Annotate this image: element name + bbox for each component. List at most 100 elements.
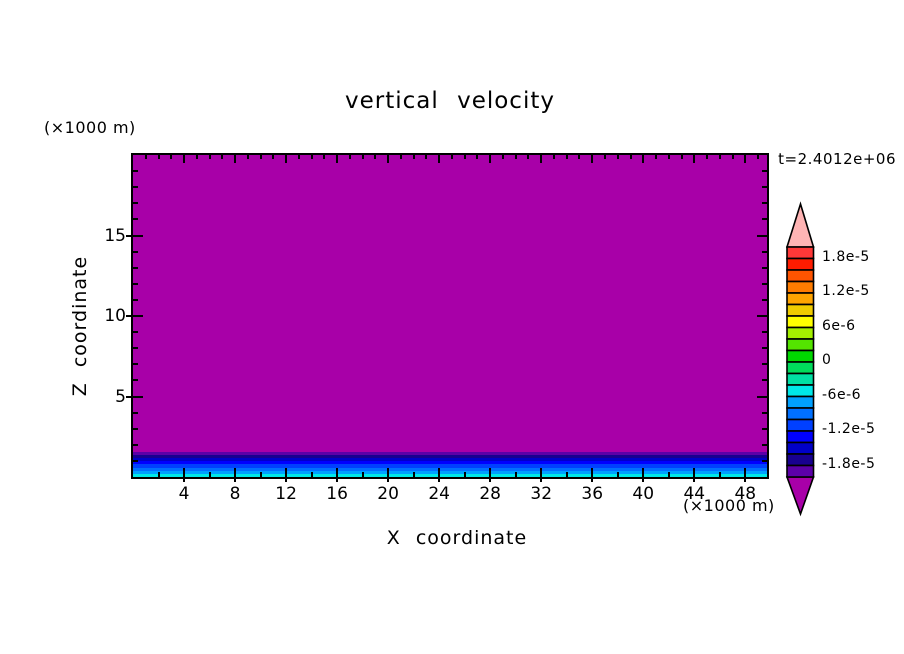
z-minor-tick xyxy=(133,363,138,366)
colorbar-tick-label: 0 xyxy=(822,352,832,368)
x-minor-tick xyxy=(616,472,619,477)
colorbar-tick-label: 1.2e-5 xyxy=(822,283,870,299)
z-minor-tick-right xyxy=(762,170,767,173)
x-minor-tick xyxy=(514,472,517,477)
x-tick-label: 48 xyxy=(734,484,757,504)
x-top-minor-tick xyxy=(655,155,658,159)
colorbar-segment xyxy=(786,280,815,294)
z-major-tick xyxy=(126,234,143,237)
colorbar-segment xyxy=(786,418,815,432)
colorbar-segment xyxy=(786,303,815,317)
x-top-minor-tick xyxy=(667,155,670,159)
colorbar-segment xyxy=(786,338,815,352)
x-top-minor-tick xyxy=(463,155,466,159)
z-minor-tick-right xyxy=(762,282,767,285)
x-tick-label: 4 xyxy=(178,484,190,504)
z-minor-tick-right xyxy=(762,411,767,414)
z-tick-label: 10 xyxy=(104,306,126,326)
x-top-minor-tick xyxy=(399,155,402,159)
x-top-minor-tick xyxy=(361,155,364,159)
x-major-tick xyxy=(540,468,543,482)
z-minor-tick xyxy=(133,170,138,173)
field-band xyxy=(133,458,767,462)
z-minor-tick xyxy=(133,443,138,446)
x-top-minor-tick xyxy=(616,155,619,159)
x-minor-tick xyxy=(667,472,670,477)
x-tick-label: 32 xyxy=(530,484,553,504)
x-top-minor-tick xyxy=(272,155,275,159)
x-minor-tick xyxy=(412,472,415,477)
x-top-minor-tick xyxy=(629,155,632,159)
x-top-minor-tick xyxy=(501,155,504,159)
colorbar-segment xyxy=(786,430,815,444)
x-major-tick xyxy=(693,468,696,482)
z-major-tick-right xyxy=(757,315,767,317)
colorbar-segment xyxy=(786,257,815,271)
x-major-tick xyxy=(744,468,747,482)
x-top-minor-tick xyxy=(208,155,211,159)
z-minor-tick-right xyxy=(762,250,767,253)
x-tick-label: 36 xyxy=(581,484,604,504)
x-minor-tick xyxy=(208,472,211,477)
z-minor-tick xyxy=(133,186,138,189)
x-top-minor-tick xyxy=(527,155,530,159)
z-minor-tick-right xyxy=(762,363,767,366)
x-axis-title: X coordinate xyxy=(386,527,528,549)
x-top-minor-tick xyxy=(552,155,555,159)
colorbar-segment xyxy=(786,372,815,386)
x-major-tick xyxy=(591,468,594,482)
x-top-minor-tick xyxy=(731,155,734,159)
x-top-minor-tick xyxy=(425,155,428,159)
colorbar-tick-label: 6e-6 xyxy=(822,317,856,334)
z-minor-tick-right xyxy=(762,266,767,269)
z-minor-tick xyxy=(133,218,138,221)
colorbar-segment xyxy=(786,384,815,398)
z-minor-tick xyxy=(133,266,138,269)
field-band xyxy=(133,461,767,465)
z-tick-label: 15 xyxy=(104,225,126,246)
x-tick-label: 28 xyxy=(479,484,501,504)
z-axis-unit-label: (×1000 m) xyxy=(44,118,136,137)
x-top-minor-tick xyxy=(603,155,606,159)
z-minor-tick-right xyxy=(762,202,767,205)
field-band xyxy=(133,470,767,475)
colorbar-segment xyxy=(786,453,815,467)
field-band xyxy=(133,467,767,472)
colorbar-high-arrow xyxy=(785,201,815,248)
field-band xyxy=(133,464,767,469)
colorbar-segment xyxy=(786,464,815,478)
z-minor-tick xyxy=(133,202,138,205)
plot-title: vertical velocity xyxy=(345,88,555,114)
x-top-minor-tick xyxy=(348,155,351,159)
colorbar-low-arrow xyxy=(785,476,815,517)
field-band xyxy=(133,455,767,459)
x-minor-tick xyxy=(463,472,466,477)
x-top-major-tick xyxy=(438,155,441,163)
x-top-major-tick xyxy=(489,155,492,163)
z-axis-title: Z coordinate xyxy=(69,255,91,397)
x-top-minor-tick xyxy=(170,155,173,159)
z-major-tick xyxy=(126,315,143,317)
x-major-tick xyxy=(183,468,186,482)
colorbar-segment xyxy=(786,407,815,421)
z-major-tick xyxy=(126,395,143,398)
x-top-major-tick xyxy=(693,155,696,163)
x-top-minor-tick xyxy=(297,155,300,159)
z-minor-tick-right xyxy=(762,331,767,334)
colorbar-segment xyxy=(786,326,815,340)
x-top-major-tick xyxy=(642,155,645,163)
x-top-minor-tick xyxy=(246,155,249,159)
colorbar-segment xyxy=(786,246,815,260)
x-major-tick xyxy=(336,468,339,482)
colorbar-segment xyxy=(786,292,815,306)
x-top-minor-tick xyxy=(450,155,453,159)
x-top-minor-tick xyxy=(144,155,147,159)
x-top-major-tick xyxy=(336,155,339,163)
x-top-minor-tick xyxy=(680,155,683,159)
colorbar-segment xyxy=(786,315,815,329)
x-major-tick xyxy=(387,468,390,482)
colorbar-tick-label: -6e-6 xyxy=(822,386,862,403)
field-band xyxy=(133,155,767,453)
x-top-major-tick xyxy=(285,155,288,163)
z-minor-tick xyxy=(133,427,138,430)
